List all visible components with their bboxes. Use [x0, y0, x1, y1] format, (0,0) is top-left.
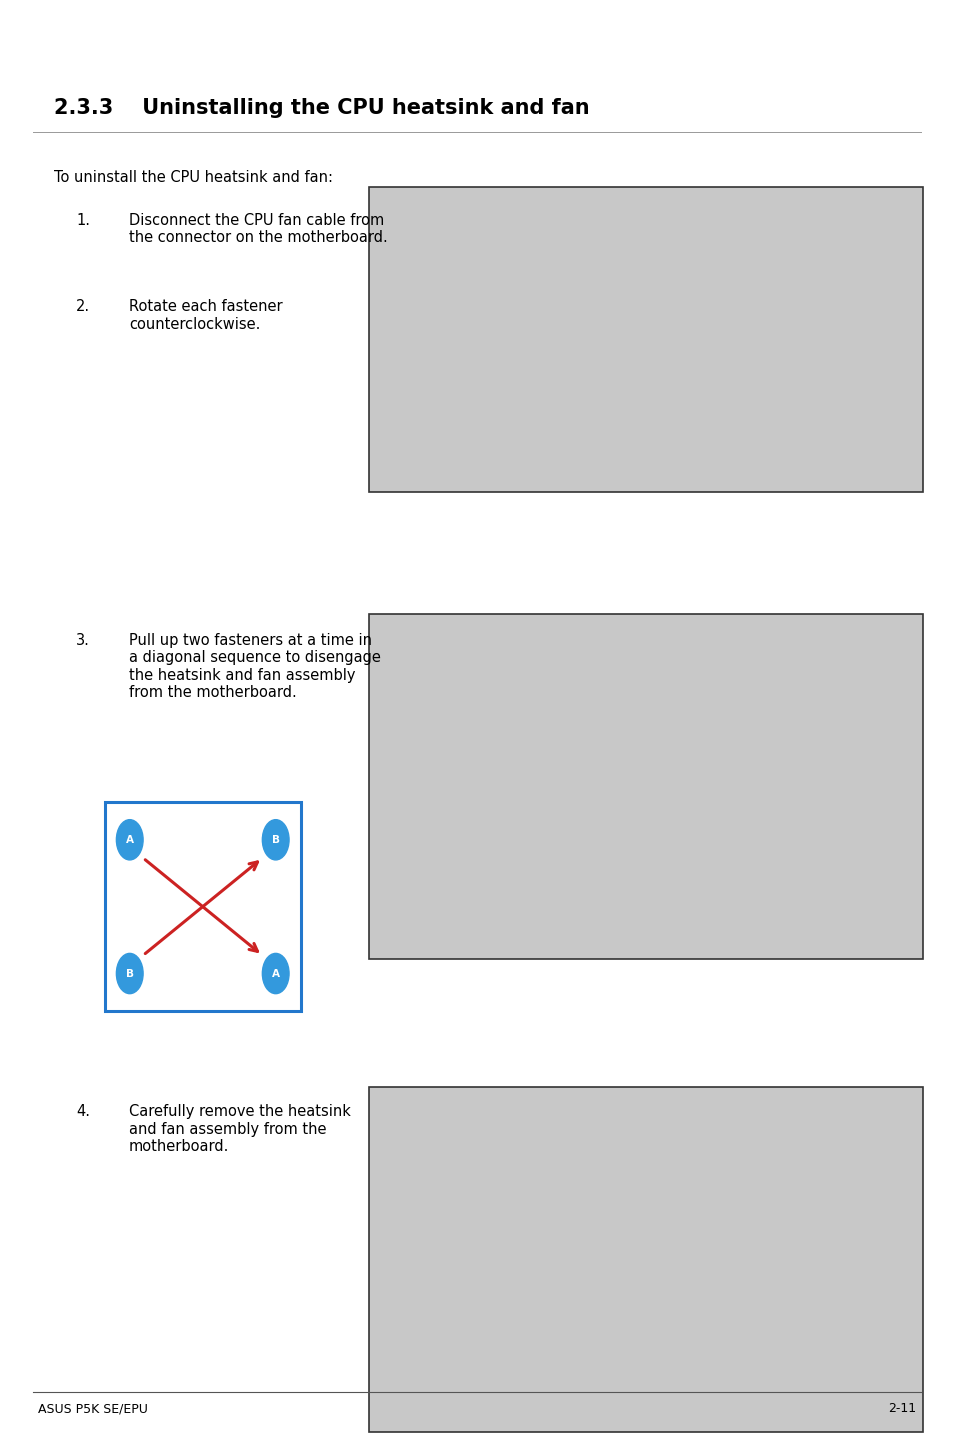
Text: 4.: 4.: [76, 1104, 91, 1119]
Circle shape: [262, 953, 289, 994]
Text: 3.: 3.: [76, 633, 91, 647]
Text: 1.: 1.: [76, 213, 91, 227]
Text: A: A: [272, 969, 279, 978]
Circle shape: [262, 820, 289, 860]
Bar: [369, 187, 922, 492]
Text: Disconnect the CPU fan cable from
the connector on the motherboard.: Disconnect the CPU fan cable from the co…: [129, 213, 387, 246]
Text: A: A: [126, 835, 133, 844]
Circle shape: [116, 820, 143, 860]
Text: Carefully remove the heatsink
and fan assembly from the
motherboard.: Carefully remove the heatsink and fan as…: [129, 1104, 351, 1155]
Text: 2-11: 2-11: [887, 1402, 915, 1415]
Circle shape: [116, 953, 143, 994]
Text: 2.: 2.: [76, 299, 91, 313]
Text: To uninstall the CPU heatsink and fan:: To uninstall the CPU heatsink and fan:: [54, 170, 333, 184]
Bar: [369, 1087, 922, 1432]
Text: ASUS P5K SE/EPU: ASUS P5K SE/EPU: [38, 1402, 148, 1415]
Text: B: B: [126, 969, 133, 978]
Text: 2.3.3    Uninstalling the CPU heatsink and fan: 2.3.3 Uninstalling the CPU heatsink and …: [54, 98, 589, 118]
Text: Rotate each fastener
counterclockwise.: Rotate each fastener counterclockwise.: [129, 299, 282, 332]
Text: B: B: [272, 835, 279, 844]
Bar: [369, 614, 922, 959]
Text: Pull up two fasteners at a time in
a diagonal sequence to disengage
the heatsink: Pull up two fasteners at a time in a dia…: [129, 633, 380, 700]
Bar: [105, 802, 300, 1011]
